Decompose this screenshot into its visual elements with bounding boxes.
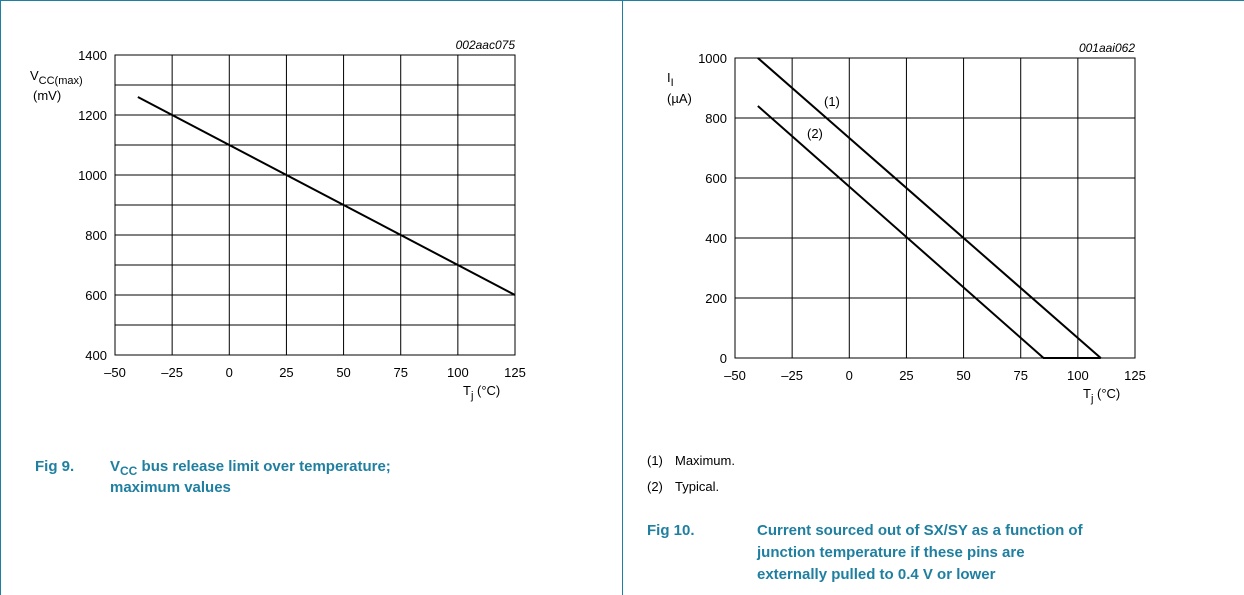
y-label-main: I	[667, 70, 671, 85]
x-label-sub: j	[470, 390, 473, 402]
x-label-main: T	[463, 383, 471, 398]
plot-frame	[734, 57, 1136, 359]
note-key: (2)	[647, 479, 663, 494]
data-line	[137, 96, 516, 296]
caption-line: externally pulled to 0.4 V or lower	[757, 566, 996, 583]
y-axis-label: II	[667, 70, 674, 89]
y-tick-label: 800	[85, 228, 107, 243]
note-text: Typical.	[675, 479, 719, 494]
y-axis-label: VCC(max)	[30, 68, 83, 87]
y-tick-label: 200	[705, 291, 727, 306]
y-tick-label: 600	[85, 288, 107, 303]
x-tick-label: 0	[226, 365, 233, 380]
caption-number: Fig 10.	[647, 522, 695, 539]
x-tick-label: 125	[504, 365, 526, 380]
x-tick-label: 50	[956, 368, 970, 383]
y-label-main: V	[30, 68, 39, 83]
y-label-sub: I	[671, 77, 674, 89]
caption-line: Current sourced out of SX/SY as a functi…	[757, 522, 1084, 539]
x-tick-label: 100	[1067, 368, 1089, 383]
x-tick-label: 75	[1013, 368, 1027, 383]
y-tick-label: 0	[720, 351, 727, 366]
y-tick-label: 1200	[78, 108, 107, 123]
y-label-sub: CC(max)	[39, 75, 83, 87]
x-tick-label: 25	[899, 368, 913, 383]
note-text: Maximum.	[675, 453, 735, 468]
caption-line: junction temperature if these pins are	[756, 544, 1025, 561]
x-label-unit: (°C)	[1093, 386, 1120, 401]
y-tick-label: 1000	[78, 168, 107, 183]
x-tick-label: –50	[104, 365, 126, 380]
caption-sub: CC	[120, 464, 138, 478]
x-tick-label: –25	[781, 368, 803, 383]
chart-id: 001aai062	[1079, 41, 1135, 55]
caption-number: Fig 9.	[35, 458, 74, 475]
x-axis-label: Tj (°C)	[463, 383, 500, 402]
data-line	[757, 57, 1102, 359]
y-tick-label: 1000	[698, 51, 727, 66]
note-key: (1)	[647, 453, 663, 468]
y-tick-label: 1400	[78, 48, 107, 63]
caption-part: V	[110, 458, 120, 475]
x-tick-label: 50	[336, 365, 350, 380]
x-axis-label: Tj (°C)	[1083, 386, 1120, 405]
x-tick-label: 125	[1124, 368, 1146, 383]
x-tick-label: 75	[393, 365, 407, 380]
caption-line: maximum values	[110, 479, 231, 496]
plot-frame	[114, 54, 516, 356]
y-axis-unit: (µA)	[667, 91, 692, 106]
chart-id: 002aac075	[456, 38, 516, 52]
y-tick-label: 600	[705, 171, 727, 186]
series-label: (2)	[807, 126, 823, 141]
y-axis-unit: (mV)	[33, 88, 61, 103]
caption-line: VCC bus release limit over temperature;	[110, 458, 391, 478]
series-label: (1)	[824, 94, 840, 109]
data-line	[757, 105, 1101, 359]
x-tick-label: –50	[724, 368, 746, 383]
x-tick-label: 25	[279, 365, 293, 380]
x-label-unit: (°C)	[473, 383, 500, 398]
x-label-main: T	[1083, 386, 1091, 401]
x-tick-label: 100	[447, 365, 469, 380]
y-tick-label: 800	[705, 111, 727, 126]
y-tick-label: 400	[85, 348, 107, 363]
x-tick-label: –25	[161, 365, 183, 380]
x-tick-label: 0	[846, 368, 853, 383]
caption-part: bus release limit over temperature;	[137, 458, 390, 475]
x-label-sub: j	[1090, 393, 1093, 405]
y-tick-label: 400	[705, 231, 727, 246]
